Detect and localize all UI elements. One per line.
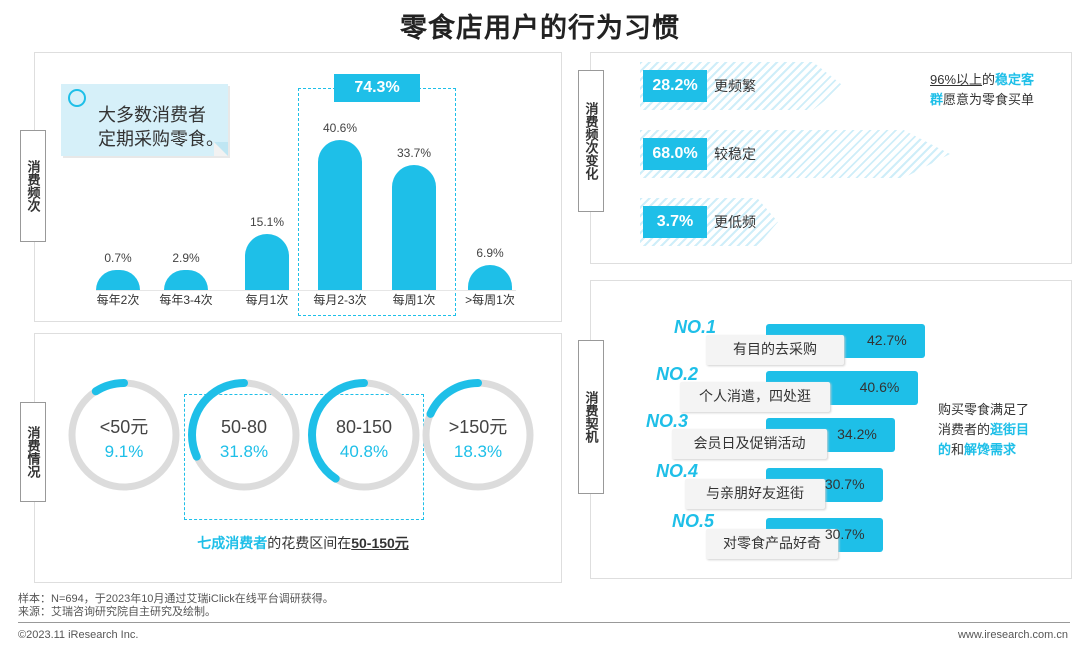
motivation-reason: 个人消遣，四处逛	[680, 382, 830, 412]
note-group: 群	[930, 92, 944, 107]
frequency-bar-category: 每年2次	[96, 293, 140, 307]
spending-ring-percent: 9.1%	[105, 442, 144, 461]
spending-ring-arc	[68, 379, 180, 491]
spending-ring-label: >150元	[449, 417, 508, 437]
spending-ring-arc	[188, 379, 300, 491]
spending-highlight-frame	[184, 394, 424, 520]
motivation-value: 42.7%	[867, 332, 907, 348]
motivation-reason: 有目的去采购	[706, 335, 844, 365]
motivation-value: 40.6%	[859, 379, 900, 395]
callout-line-1: 大多数消费者	[98, 105, 206, 125]
change-label: 更频繁	[714, 78, 756, 94]
footer-copyright: ©2023.11 iResearch Inc.	[18, 629, 139, 641]
motivation-note-l1: 购买零食满足了	[938, 402, 1030, 417]
motivation-rank: NO.5	[672, 511, 715, 531]
frequency-bar-value: 40.6%	[322, 121, 358, 135]
motivation-reason: 对零食产品好奇	[706, 529, 838, 559]
frequency-bar-value: 33.7%	[396, 146, 432, 161]
change-label: 更低频	[714, 214, 756, 230]
spending-ring-label: 80-150	[336, 417, 392, 437]
motivation-value: 30.7%	[824, 476, 865, 492]
spending-panel	[34, 333, 562, 583]
change-percent: 3.7%	[643, 206, 707, 238]
frequency-bar	[392, 165, 436, 290]
motivation-note-l2a: 消费者的	[938, 422, 991, 437]
frequency-bar	[245, 234, 289, 290]
spending-ring-percent: 18.3%	[454, 442, 502, 461]
frequency-bar-value: 2.9%	[172, 251, 200, 265]
frequency-bar-category: 每月2-3次	[313, 293, 367, 307]
stable-customers-note: 96%以上的稳定客 群愿意为零食买单	[930, 70, 1060, 110]
motivation-rank: NO.2	[656, 364, 699, 384]
note-de: 的	[982, 72, 996, 87]
motivation-rank: NO.4	[656, 461, 699, 481]
footer-sample: 样本：N=694，于2023年10月通过艾瑞iClick在线平台调研获得。	[18, 593, 334, 605]
frequency-bar-value: 15.1%	[249, 215, 285, 230]
frequency-bar-category: >每周1次	[465, 293, 515, 307]
frequency-baseline	[96, 290, 516, 291]
frequency-bar	[96, 270, 140, 290]
motivation-rank: NO.1	[674, 317, 717, 337]
motivation-note-l2b: 逛街目	[990, 422, 1030, 437]
change-label: 较稳定	[714, 146, 756, 162]
note-willing: 愿意为零食买单	[943, 92, 1035, 107]
note-percent: 96%以上	[930, 72, 983, 87]
spending-ring-arc	[308, 379, 420, 491]
frequency-bar-value: 6.9%	[476, 245, 504, 260]
note-stable: 稳定客	[995, 72, 1035, 87]
frequency-side-label: 消费频次	[20, 130, 46, 242]
footer-divider	[18, 622, 1070, 623]
change-percent: 28.2%	[643, 70, 707, 102]
caption-seven-tenths: 七成消费者	[197, 535, 268, 551]
motivation-note-l3b: 和	[951, 442, 965, 457]
spending-ring-arc	[422, 379, 534, 491]
spending-caption: 七成消费者的花费区间在50-150元	[184, 533, 422, 553]
highlight-tag: 74.3%	[334, 74, 420, 102]
motivation-note-l3a: 的	[938, 442, 952, 457]
caption-range: 50-150元	[351, 535, 409, 551]
frequency-bar	[164, 270, 208, 290]
spending-ring-label: <50元	[100, 417, 149, 437]
frequency-bar-category: 每年3-4次	[159, 293, 213, 307]
callout-fold-icon	[214, 142, 228, 156]
footer-source: 来源：艾瑞咨询研究院自主研究及绘制。	[18, 606, 216, 618]
callout-box	[61, 84, 228, 156]
motivation-side-label: 消费契机	[578, 340, 604, 494]
callout-line-2: 定期采购零食。	[98, 129, 224, 149]
frequency-bar-category: 每周1次	[392, 293, 436, 307]
spending-ring-label: 50-80	[221, 417, 267, 437]
motivation-value: 34.2%	[837, 426, 877, 442]
callout-circle-icon	[68, 89, 86, 107]
spending-ring-percent: 31.8%	[220, 442, 268, 461]
footer-website[interactable]: www.iresearch.com.cn	[957, 629, 1068, 641]
motivation-rank: NO.3	[646, 411, 689, 431]
spending-rings: <50元 9.1% 50-80 31.8% 80-150 40.8% >150元 18.3%	[68, 379, 534, 491]
frequency-change-side-label: 消费频次变化	[578, 70, 604, 212]
frequency-bar	[318, 140, 362, 290]
change-percent: 68.0%	[643, 138, 707, 170]
caption-mid: 的花费区间在	[267, 535, 352, 551]
spending-side-label: 消费情况	[20, 402, 46, 502]
motivation-reason: 与亲朋好友逛街	[685, 479, 825, 509]
frequency-bar-category: 每月1次	[245, 293, 289, 307]
motivation-value: 30.7%	[824, 526, 865, 542]
frequency-bar-value: 0.7%	[104, 251, 132, 265]
motivation-note: 购买零食满足了 消费者的逛街目 的和解馋需求	[938, 400, 1068, 460]
motivation-reason: 会员日及促销活动	[672, 429, 827, 459]
spending-ring-percent: 40.8%	[340, 442, 388, 461]
page-title: 零食店用户的行为习惯	[400, 13, 680, 43]
motivation-note-l3c: 解馋需求	[964, 442, 1017, 457]
